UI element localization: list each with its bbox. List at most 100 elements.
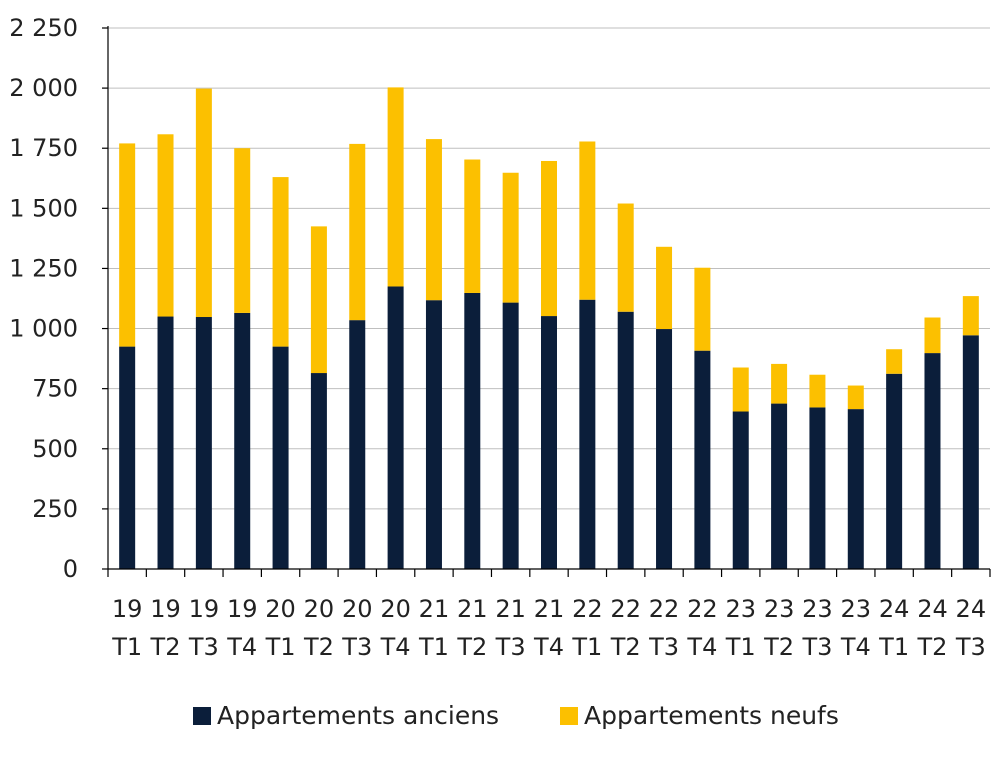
bar-neufs: [349, 143, 366, 321]
x-tick-label-year: 21: [495, 595, 526, 623]
bar-neufs: [617, 203, 634, 312]
y-tick-label: 1 250: [9, 254, 78, 282]
x-tick-label-quarter: T2: [150, 633, 181, 661]
y-tick-label: 750: [32, 375, 78, 403]
x-tick-label-year: 23: [802, 595, 833, 623]
legend-label-neufs: Appartements neufs: [584, 701, 839, 730]
x-tick-label-year: 21: [419, 595, 450, 623]
x-tick-label-quarter: T3: [648, 633, 679, 661]
bar-neufs: [272, 177, 289, 347]
legend-label-anciens: Appartements anciens: [217, 701, 499, 730]
bar-neufs: [195, 88, 212, 318]
bar-anciens: [541, 316, 557, 569]
bar-neufs: [924, 317, 941, 354]
bar-neufs: [387, 87, 404, 287]
bar-anciens: [425, 300, 442, 569]
x-tick-label-quarter: T2: [456, 633, 487, 661]
bar-neufs: [656, 246, 673, 330]
bar-anciens: [809, 407, 826, 569]
y-tick-label: 1 000: [9, 315, 78, 343]
bar-anciens: [924, 353, 941, 569]
x-tick-label-year: 23: [725, 595, 756, 623]
bar-neufs: [234, 148, 251, 313]
y-tick-labels: 0 250 500 750 1 000 1 250 1 500 1 750 2 000 2 250: [9, 14, 78, 583]
bar-neufs: [886, 349, 903, 374]
x-tick-label-quarter: T1: [571, 633, 602, 661]
x-tick-label-quarter: T1: [265, 633, 296, 661]
x-tick-label-quarter: T3: [955, 633, 986, 661]
bar-neufs: [310, 226, 327, 374]
x-tick-labels: 19T119T219T319T420T120T220T320T421T121T2…: [111, 595, 986, 661]
axes: [102, 26, 991, 577]
x-tick-label-quarter: T3: [341, 633, 372, 661]
x-tick-label-quarter: T1: [418, 633, 449, 661]
x-tick-label-year: 20: [304, 595, 335, 623]
x-tick-label-quarter: T1: [878, 633, 909, 661]
x-tick-label-quarter: T2: [917, 633, 948, 661]
y-tick-label: 2 250: [9, 14, 78, 42]
x-tick-label-quarter: T3: [801, 633, 832, 661]
bar-neufs: [425, 139, 442, 301]
x-tick-label-quarter: T1: [111, 633, 142, 661]
x-tick-label-quarter: T4: [226, 633, 257, 661]
x-tick-label-year: 23: [841, 595, 872, 623]
bar-neufs: [732, 367, 749, 412]
bar-anciens: [464, 292, 481, 569]
bars: [119, 87, 979, 569]
x-tick-label-year: 19: [189, 595, 220, 623]
legend: Appartements anciens Appartements neufs: [193, 701, 839, 730]
bar-anciens: [962, 335, 979, 569]
x-tick-label-year: 22: [572, 595, 603, 623]
bar-neufs: [464, 159, 481, 293]
bar-anciens: [579, 299, 596, 569]
bar-anciens: [310, 373, 327, 569]
x-tick-label-year: 19: [227, 595, 258, 623]
y-tick-label: 500: [32, 435, 78, 463]
x-tick-label-quarter: T4: [686, 633, 717, 661]
bar-anciens: [157, 316, 174, 569]
y-tick-label: 1 750: [9, 134, 78, 162]
x-tick-label-quarter: T2: [303, 633, 334, 661]
x-tick-label-year: 19: [112, 595, 143, 623]
x-tick-label-year: 22: [610, 595, 641, 623]
bar-anciens: [387, 286, 404, 569]
x-tick-label-year: 19: [150, 595, 181, 623]
x-tick-label-year: 24: [879, 595, 910, 623]
bar-neufs: [771, 363, 788, 404]
x-tick-label-year: 20: [380, 595, 411, 623]
bar-neufs: [962, 296, 979, 336]
x-tick-label-year: 20: [342, 595, 373, 623]
bar-anciens: [732, 411, 749, 569]
x-tick-label-year: 21: [457, 595, 488, 623]
x-tick-label-quarter: T1: [725, 633, 756, 661]
bar-anciens: [349, 320, 366, 569]
x-tick-label-year: 20: [265, 595, 296, 623]
bar-anciens: [502, 302, 519, 569]
bar-neufs: [809, 374, 826, 408]
bar-anciens: [195, 317, 212, 569]
x-tick-label-year: 22: [687, 595, 718, 623]
bar-anciens: [119, 346, 136, 569]
x-tick-label-year: 21: [534, 595, 565, 623]
y-tick-label: 250: [32, 495, 78, 523]
x-tick-label-quarter: T2: [610, 633, 641, 661]
y-tick-label: 2 000: [9, 74, 78, 102]
bar-anciens: [694, 350, 711, 569]
bar-anciens: [886, 373, 903, 569]
bar-anciens: [847, 409, 864, 569]
bar-anciens: [656, 329, 673, 569]
x-tick-label-quarter: T4: [533, 633, 564, 661]
x-tick-label-quarter: T3: [495, 633, 526, 661]
bar-neufs: [502, 172, 519, 303]
x-tick-label-quarter: T4: [840, 633, 871, 661]
x-tick-label-quarter: T4: [380, 633, 411, 661]
y-tick-label: 1 500: [9, 194, 78, 222]
x-tick-label-year: 24: [956, 595, 987, 623]
x-tick-label-quarter: T3: [188, 633, 219, 661]
bar-neufs: [157, 134, 174, 317]
y-tick-label: 0: [63, 555, 78, 583]
legend-swatch-neufs: [560, 707, 578, 725]
legend-swatch-anciens: [193, 707, 211, 725]
